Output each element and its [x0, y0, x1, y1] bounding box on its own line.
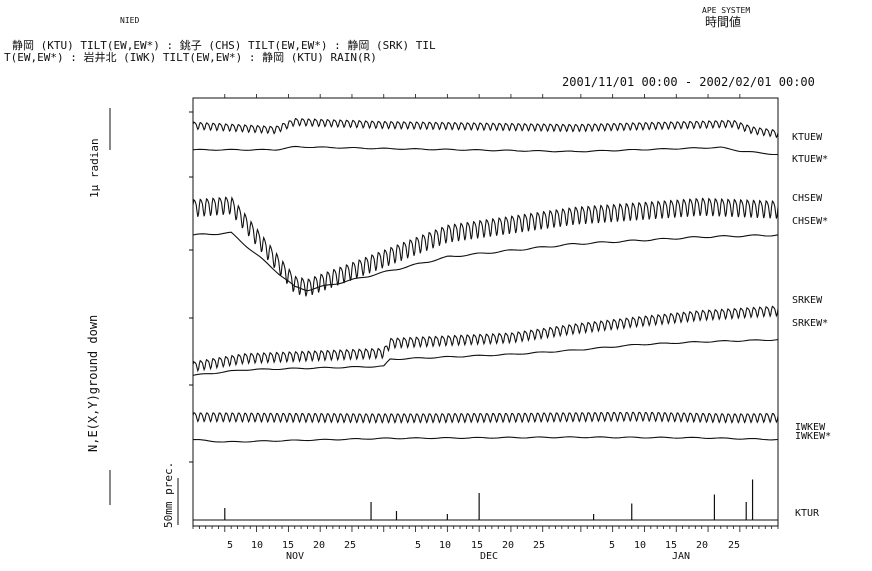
x-tick-label: 25 [533, 540, 546, 551]
value-type-label: 時間値 [705, 15, 742, 29]
series-line-srkew [192, 305, 779, 373]
x-tick-label: 25 [344, 540, 357, 551]
channel-label-ktuew: KTUEW [792, 132, 823, 143]
series-line-iwkew [192, 411, 779, 425]
org-label: NIED [120, 16, 140, 25]
series-line-ktuew-star [192, 145, 778, 156]
system-label: APE SYSTEM [702, 6, 751, 15]
channel-label-srkew: SRKEW [792, 295, 823, 306]
month-label-jan: JAN [672, 551, 691, 562]
channel-label-ktur: KTUR [795, 508, 820, 519]
x-tick-label: 5 [609, 540, 616, 551]
x-tick-label: 15 [282, 540, 295, 551]
header-line-2: T(EW,EW*) : 岩井北 (IWK) TILT(EW,EW*) : 静岡 … [4, 51, 377, 64]
x-tick-label: 20 [696, 540, 709, 551]
series-line-srkew-star [192, 339, 779, 376]
x-tick-label: 20 [502, 540, 515, 551]
series-line-chsew [192, 196, 779, 297]
x-tick-label: 10 [634, 540, 647, 551]
period-label: 2001/11/01 00:00 - 2002/02/01 00:00 [562, 75, 815, 89]
month-label-dec: DEC [480, 551, 499, 562]
x-tick-label: 20 [313, 540, 326, 551]
x-tick-label: 5 [415, 540, 422, 551]
x-tick-label: 15 [471, 540, 484, 551]
series-line-ktuew [192, 117, 779, 139]
channel-label-chsew-star: CHSEW* [792, 216, 829, 227]
month-label-nov: NOV [286, 551, 305, 562]
channel-label-srkew-star: SRKEW* [792, 318, 829, 329]
x-tick-label: 15 [665, 540, 678, 551]
channel-label-iwkew-star: IWKEW* [795, 431, 832, 442]
channel-label-ktuew-star: KTUEW* [792, 154, 829, 165]
x-tick-label: 10 [439, 540, 452, 551]
header-line-1: 静岡 (KTU) TILT(EW,EW*) : 銚子 (CHS) TILT(EW… [12, 39, 436, 52]
x-tick-label: 25 [728, 540, 741, 551]
x-tick-label: 10 [251, 540, 264, 551]
x-tick-label: 5 [227, 540, 234, 551]
channel-label-iwkew: IWKEW [795, 422, 826, 433]
series-line-chsew-star [192, 231, 779, 292]
series-line-iwkew-star [192, 436, 779, 443]
channel-label-chsew: CHSEW [792, 193, 823, 204]
